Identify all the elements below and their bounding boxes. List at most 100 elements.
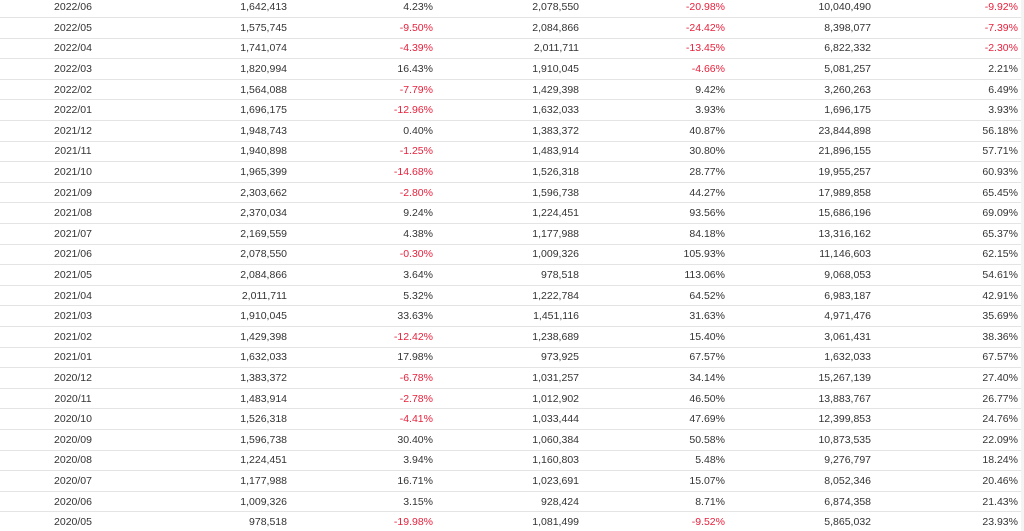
cumulative-cell: 13,316,162 xyxy=(731,223,877,245)
change-a-cell: -12.42% xyxy=(293,326,439,348)
change-b-cell: -9.52% xyxy=(585,511,731,531)
table-row: 2022/02 1,564,088 -7.79% 1,429,398 9.42% 3,26… xyxy=(0,79,1024,101)
table-row: 2020/10 1,526,318 -4.41% 1,033,444 47.69% 12,… xyxy=(0,408,1024,430)
month-cell: 2020/05 xyxy=(0,511,146,531)
cumulative-cell: 1,696,175 xyxy=(731,99,877,122)
change-b-cell: -24.42% xyxy=(585,17,731,39)
cumulative-cell: 9,068,053 xyxy=(731,264,877,286)
value-b-cell: 2,078,550 xyxy=(439,0,585,19)
change-a-cell: 3.64% xyxy=(293,264,439,286)
value-b-cell: 1,429,398 xyxy=(439,79,585,101)
value-a-cell: 1,940,898 xyxy=(146,141,293,163)
cumulative-cell: 11,146,603 xyxy=(731,244,877,266)
table-row: 2021/09 2,303,662 -2.80% 1,596,738 44.27% 17,… xyxy=(0,182,1024,204)
value-b-cell: 2,011,711 xyxy=(439,38,585,60)
month-cell: 2020/07 xyxy=(0,470,146,492)
cumulative-cell: 12,399,853 xyxy=(731,408,877,430)
change-a-cell: 9.24% xyxy=(293,202,439,225)
table-row: 2022/06 1,642,413 4.23% 2,078,550 -20.98% 10,… xyxy=(0,0,1024,19)
table-row: 2021/12 1,948,743 0.40% 1,383,372 40.87% 23,8… xyxy=(0,120,1024,142)
cumulative-cell: 17,989,858 xyxy=(731,182,877,204)
table-row: 2021/01 1,632,033 17.98% 973,925 67.57% 1,632… xyxy=(0,347,1024,369)
value-a-cell: 1,948,743 xyxy=(146,120,293,142)
month-cell: 2021/11 xyxy=(0,141,146,163)
change-b-cell: 5.48% xyxy=(585,450,731,472)
cumulative-change-cell: 24.76% xyxy=(877,408,1024,430)
month-cell: 2021/01 xyxy=(0,347,146,369)
change-a-cell: -4.41% xyxy=(293,408,439,430)
change-b-cell: 31.63% xyxy=(585,305,731,327)
scrollbar[interactable] xyxy=(1021,0,1024,531)
value-b-cell: 1,596,738 xyxy=(439,182,585,204)
month-cell: 2020/09 xyxy=(0,429,146,451)
month-cell: 2021/03 xyxy=(0,305,146,327)
change-a-cell: -12.96% xyxy=(293,99,439,122)
change-a-cell: 4.38% xyxy=(293,223,439,245)
change-a-cell: -19.98% xyxy=(293,511,439,531)
value-a-cell: 978,518 xyxy=(146,511,293,531)
change-a-cell: -6.78% xyxy=(293,367,439,389)
cumulative-change-cell: -2.30% xyxy=(877,38,1024,60)
cumulative-change-cell: 54.61% xyxy=(877,264,1024,286)
value-b-cell: 978,518 xyxy=(439,264,585,286)
value-a-cell: 1,910,045 xyxy=(146,305,293,327)
value-a-cell: 2,078,550 xyxy=(146,244,293,266)
change-b-cell: 93.56% xyxy=(585,202,731,225)
cumulative-cell: 10,040,490 xyxy=(731,0,877,19)
cumulative-change-cell: 21.43% xyxy=(877,491,1024,513)
table-row: 2021/02 1,429,398 -12.42% 1,238,689 15.40% 3,… xyxy=(0,326,1024,348)
value-b-cell: 1,383,372 xyxy=(439,120,585,142)
value-b-cell: 1,238,689 xyxy=(439,326,585,348)
month-cell: 2021/12 xyxy=(0,120,146,142)
value-a-cell: 1,483,914 xyxy=(146,388,293,410)
table-row: 2020/07 1,177,988 16.71% 1,023,691 15.07% 8,0… xyxy=(0,470,1024,492)
value-b-cell: 1,451,116 xyxy=(439,305,585,327)
table-row: 2021/11 1,940,898 -1.25% 1,483,914 30.80% 21,… xyxy=(0,141,1024,163)
cumulative-change-cell: 35.69% xyxy=(877,305,1024,327)
cumulative-cell: 9,276,797 xyxy=(731,450,877,472)
value-b-cell: 2,084,866 xyxy=(439,17,585,39)
cumulative-change-cell: 3.93% xyxy=(877,99,1024,122)
cumulative-change-cell: 69.09% xyxy=(877,202,1024,225)
table-row: 2020/11 1,483,914 -2.78% 1,012,902 46.50% 13,… xyxy=(0,388,1024,410)
value-a-cell: 1,224,451 xyxy=(146,450,293,472)
cumulative-cell: 6,874,358 xyxy=(731,491,877,513)
value-a-cell: 2,169,559 xyxy=(146,223,293,245)
cumulative-change-cell: 6.49% xyxy=(877,79,1024,101)
change-b-cell: 8.71% xyxy=(585,491,731,513)
change-a-cell: 30.40% xyxy=(293,429,439,451)
cumulative-change-cell: 38.36% xyxy=(877,326,1024,348)
month-cell: 2022/04 xyxy=(0,38,146,60)
value-a-cell: 1,383,372 xyxy=(146,367,293,389)
cumulative-change-cell: 18.24% xyxy=(877,450,1024,472)
table-row: 2020/05 978,518 -19.98% 1,081,499 -9.52% 5,86… xyxy=(0,511,1024,531)
cumulative-cell: 19,955,257 xyxy=(731,161,877,183)
cumulative-change-cell: 65.45% xyxy=(877,182,1024,204)
month-cell: 2021/08 xyxy=(0,202,146,225)
change-b-cell: 64.52% xyxy=(585,285,731,307)
cumulative-cell: 8,052,346 xyxy=(731,470,877,492)
cumulative-change-cell: 60.93% xyxy=(877,161,1024,183)
value-a-cell: 1,526,318 xyxy=(146,408,293,430)
change-a-cell: 16.71% xyxy=(293,470,439,492)
change-b-cell: 34.14% xyxy=(585,367,731,389)
table-row: 2021/08 2,370,034 9.24% 1,224,451 93.56% 15,6… xyxy=(0,202,1024,225)
value-b-cell: 1,009,326 xyxy=(439,244,585,266)
cumulative-cell: 3,260,263 xyxy=(731,79,877,101)
value-a-cell: 2,303,662 xyxy=(146,182,293,204)
cumulative-change-cell: 62.15% xyxy=(877,244,1024,266)
month-cell: 2022/05 xyxy=(0,17,146,39)
change-a-cell: -9.50% xyxy=(293,17,439,39)
value-a-cell: 2,084,866 xyxy=(146,264,293,286)
value-b-cell: 1,222,784 xyxy=(439,285,585,307)
value-b-cell: 973,925 xyxy=(439,347,585,369)
table-row: 2021/03 1,910,045 33.63% 1,451,116 31.63% 4,9… xyxy=(0,305,1024,327)
cumulative-change-cell: 42.91% xyxy=(877,285,1024,307)
table-row: 2020/08 1,224,451 3.94% 1,160,803 5.48% 9,276… xyxy=(0,450,1024,472)
cumulative-change-cell: 67.57% xyxy=(877,347,1024,369)
change-a-cell: 33.63% xyxy=(293,305,439,327)
month-cell: 2021/09 xyxy=(0,182,146,204)
month-cell: 2021/06 xyxy=(0,244,146,266)
